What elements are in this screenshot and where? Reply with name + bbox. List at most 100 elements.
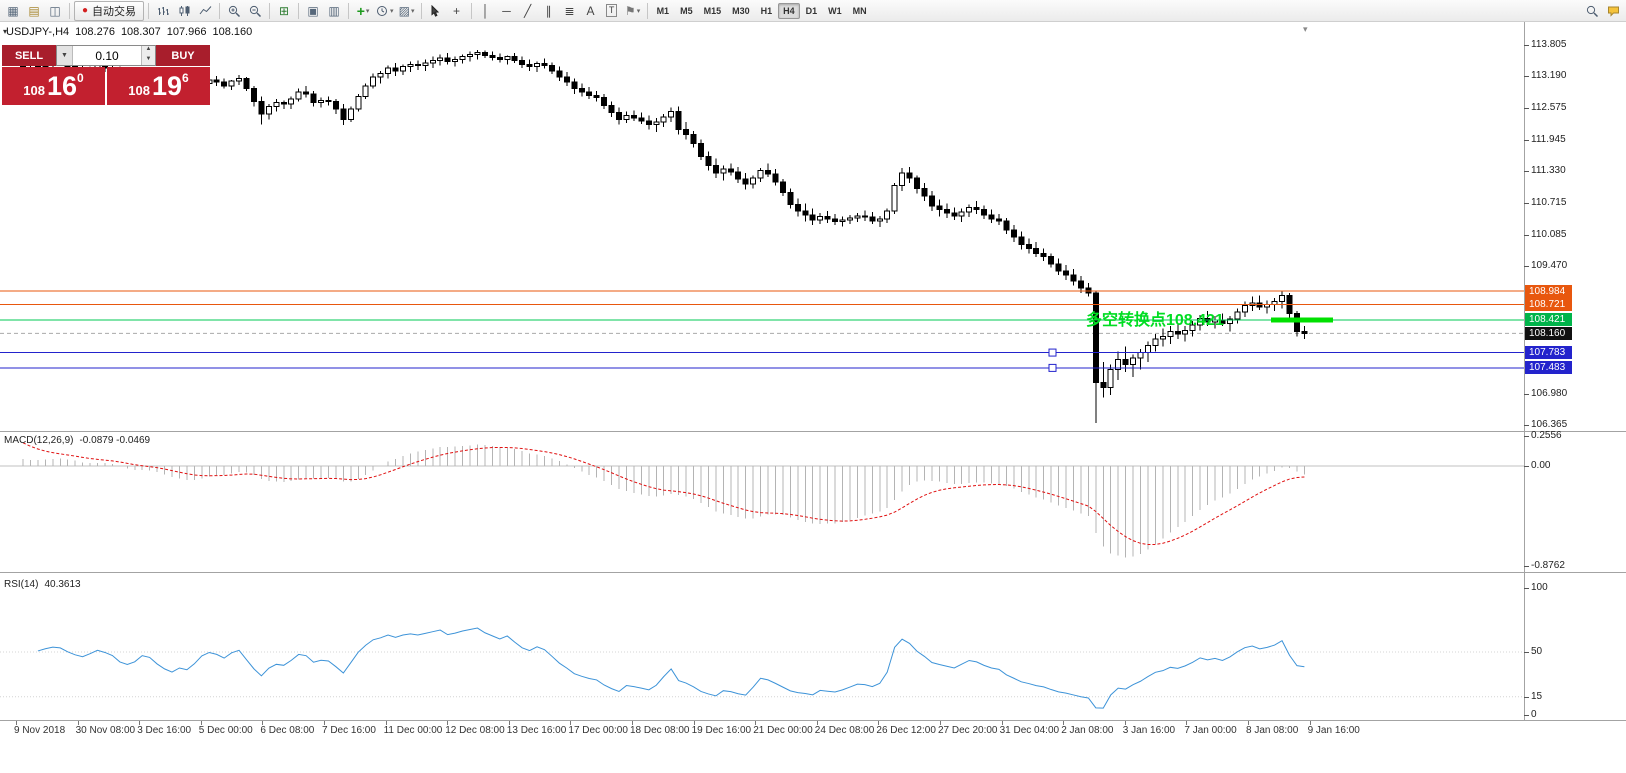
lot-dropdown-icon[interactable]: ▼: [57, 46, 73, 65]
price-axis-border: [1524, 22, 1525, 721]
candle-body: [1115, 358, 1122, 371]
cursor-icon[interactable]: [426, 2, 446, 20]
price-tick-label: 111.330: [1531, 165, 1566, 177]
time-axis-label: 6 Dec 08:00: [260, 725, 315, 736]
sell-label-button[interactable]: SELL: [2, 45, 56, 66]
candlestick-chart-icon[interactable]: [174, 2, 194, 20]
sell-button[interactable]: 108 16 0: [2, 67, 105, 105]
candle-body: [712, 164, 719, 174]
zoom-out-icon[interactable]: [245, 2, 265, 20]
timeframe-button-h1[interactable]: H1: [760, 5, 773, 16]
templates-button[interactable]: ▨ ▾: [397, 2, 417, 20]
trendline-icon[interactable]: ╱: [518, 2, 538, 20]
bar-chart-icon[interactable]: [153, 2, 173, 20]
price-tick-label: 111.945: [1531, 133, 1566, 145]
candle-body: [265, 106, 272, 115]
buy-button[interactable]: 108 19 6: [107, 67, 210, 105]
time-axis-label: 9 Jan 16:00: [1307, 725, 1360, 736]
dropdown-caret-icon: ▾: [636, 7, 641, 15]
horizontal-line-icon: ─: [502, 3, 511, 18]
legend-high: 108.307: [120, 26, 161, 38]
search-icon[interactable]: [1582, 2, 1602, 20]
lot-spinner[interactable]: ▲ ▼: [141, 46, 155, 65]
community-icon[interactable]: [1603, 2, 1623, 20]
buy-label-button[interactable]: BUY: [156, 45, 210, 66]
candle-body: [750, 177, 757, 185]
profiles-icon[interactable]: ◫: [45, 2, 65, 20]
equidistant-channel-icon[interactable]: ∥: [539, 2, 559, 20]
autotrading-button[interactable]: ● 自动交易: [74, 0, 145, 21]
macd-tick-mark: [1524, 566, 1529, 567]
timeframe-button-h4[interactable]: H4: [778, 2, 800, 19]
time-tick-mark: [1309, 721, 1311, 725]
candle-body: [1159, 335, 1166, 340]
candle-body: [869, 216, 876, 222]
zoom-in-icon[interactable]: [224, 2, 244, 20]
arrows-icon[interactable]: ⚑ ▾: [623, 2, 643, 20]
timeframe-button-m30[interactable]: M30: [732, 5, 750, 16]
line-handle[interactable]: [1048, 348, 1057, 357]
time-axis-label: 12 Dec 08:00: [445, 725, 505, 736]
indicators-button[interactable]: + ▾: [353, 2, 373, 20]
candle-body: [258, 100, 265, 115]
arrange-windows-icon: ▣: [307, 3, 319, 18]
time-tick-mark: [570, 721, 572, 725]
rsi-value: 40.3613: [44, 579, 81, 590]
candle-body: [347, 108, 354, 120]
annotation-text[interactable]: 多空转换点108.421: [1086, 310, 1224, 329]
timeframe-button-m5[interactable]: M5: [680, 5, 693, 16]
candle-body: [705, 156, 712, 166]
tile-windows-icon[interactable]: ⊞: [274, 2, 294, 20]
periods-button[interactable]: ▾: [374, 2, 396, 20]
panel-separator-main-macd[interactable]: [0, 431, 1626, 432]
price-flag-green: 108.421: [1525, 313, 1572, 327]
candle-body: [891, 185, 898, 212]
legend-close: 108.160: [212, 26, 253, 38]
lot-size-input[interactable]: ▼ 0.10 ▲ ▼: [56, 45, 156, 66]
new-order-icon[interactable]: ▤: [24, 2, 44, 20]
timeframe-button-w1[interactable]: W1: [828, 5, 842, 16]
vertical-line-icon[interactable]: │: [476, 2, 496, 20]
templates-glyph-icon: ▨: [398, 3, 410, 18]
price-tick-label: 110.085: [1531, 228, 1567, 240]
time-tick-mark: [77, 721, 79, 725]
candle-body: [1040, 253, 1047, 258]
text-icon[interactable]: A: [581, 2, 601, 20]
sell-label: SELL: [14, 49, 44, 62]
time-axis-label: 21 Dec 00:00: [753, 725, 813, 736]
time-axis-label: 18 Dec 08:00: [630, 725, 690, 736]
fibonacci-icon: ≣: [564, 3, 575, 18]
lot-decrement-icon[interactable]: ▼: [142, 55, 155, 65]
timeframe-button-m1[interactable]: M1: [656, 5, 670, 16]
time-axis-label: 5 Dec 00:00: [198, 725, 253, 736]
text-label-icon[interactable]: T: [602, 2, 622, 20]
one-click-collapse-icon[interactable]: ▾: [3, 27, 8, 36]
candle-body: [519, 60, 526, 66]
candle-body: [1100, 381, 1107, 388]
fibonacci-icon[interactable]: ≣: [560, 2, 580, 20]
candle-body: [928, 195, 935, 207]
lot-increment-icon[interactable]: ▲: [142, 46, 155, 56]
terminal-icon[interactable]: ▦: [3, 2, 23, 20]
line-chart-icon[interactable]: [195, 2, 215, 20]
candle-body: [1092, 292, 1099, 383]
line-handle[interactable]: [1048, 363, 1057, 372]
timeframe-button-mn[interactable]: MN: [852, 5, 867, 16]
cascade-windows-icon[interactable]: ▥: [324, 2, 344, 20]
candle-body: [720, 168, 727, 174]
toolbar-separator: [470, 2, 472, 19]
time-axis[interactable]: 9 Nov 2018 30 Nov 08:00 3 Dec 16:00 5 Dec 0…: [0, 721, 1626, 747]
lot-value[interactable]: 0.10: [95, 48, 119, 63]
timeframe-button-m15[interactable]: M15: [703, 5, 722, 16]
timeframe-button-d1[interactable]: D1: [805, 5, 818, 16]
candle-body: [534, 63, 541, 68]
crosshair-icon[interactable]: +: [447, 2, 467, 20]
panel-separator-macd-rsi[interactable]: [0, 572, 1626, 573]
arrange-windows-icon[interactable]: ▣: [303, 2, 323, 20]
horizontal-line-icon[interactable]: ─: [497, 2, 517, 20]
time-tick-mark: [755, 721, 757, 725]
chart-dropdown-arrow-icon[interactable]: ▾: [1303, 24, 1308, 34]
macd-axis-label: 0.2556: [1531, 430, 1562, 441]
